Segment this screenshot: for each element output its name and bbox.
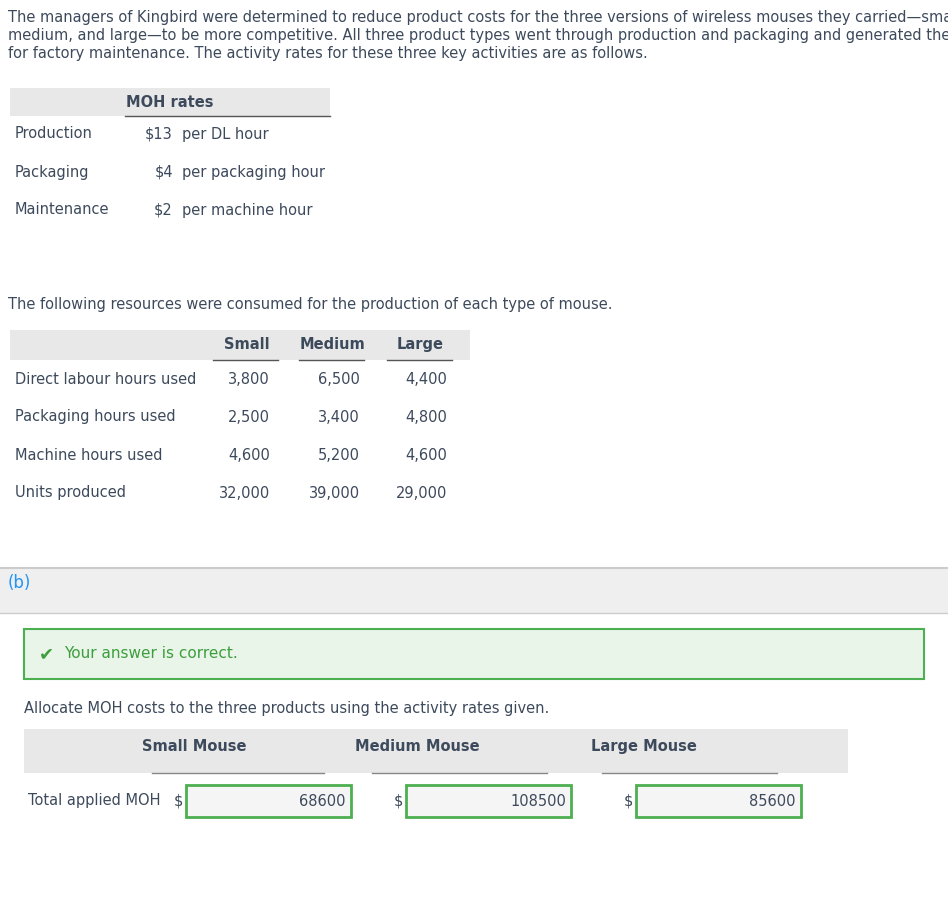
Text: Your answer is correct.: Your answer is correct. — [64, 647, 238, 661]
Text: $2: $2 — [155, 203, 173, 217]
Text: per DL hour: per DL hour — [182, 126, 268, 142]
Bar — [10, 330, 470, 360]
Bar — [24, 629, 924, 679]
Bar — [24, 729, 848, 773]
Text: 4,400: 4,400 — [405, 372, 447, 386]
Bar — [0, 569, 948, 613]
Text: per packaging hour: per packaging hour — [182, 164, 325, 179]
Text: per machine hour: per machine hour — [182, 203, 313, 217]
Text: The following resources were consumed for the production of each type of mouse.: The following resources were consumed fo… — [8, 297, 612, 312]
Text: (b): (b) — [8, 574, 31, 592]
Text: $: $ — [174, 794, 183, 808]
Text: 68600: 68600 — [300, 794, 346, 808]
Text: 2,500: 2,500 — [228, 410, 270, 425]
Text: 32,000: 32,000 — [219, 485, 270, 501]
Text: Production: Production — [15, 126, 93, 142]
Text: 4,800: 4,800 — [405, 410, 447, 425]
Text: Maintenance: Maintenance — [15, 203, 110, 217]
Text: 4,600: 4,600 — [228, 447, 270, 463]
Text: $4: $4 — [155, 164, 173, 179]
Text: ✔: ✔ — [39, 645, 54, 663]
Text: Medium Mouse: Medium Mouse — [355, 739, 480, 754]
Bar — [10, 88, 330, 116]
Text: 6,500: 6,500 — [319, 372, 360, 386]
Text: $: $ — [394, 794, 404, 808]
Text: Allocate MOH costs to the three products using the activity rates given.: Allocate MOH costs to the three products… — [24, 701, 549, 716]
Text: medium, and large—to be more competitive. All three product types went through p: medium, and large—to be more competitive… — [8, 28, 948, 43]
Text: Large Mouse: Large Mouse — [591, 739, 697, 754]
Text: Machine hours used: Machine hours used — [15, 447, 162, 463]
Text: $13: $13 — [145, 126, 173, 142]
Text: Large: Large — [396, 337, 444, 352]
Text: Small Mouse: Small Mouse — [142, 739, 246, 754]
Text: Total applied MOH: Total applied MOH — [28, 794, 160, 808]
Text: for factory maintenance. The activity rates for these three key activities are a: for factory maintenance. The activity ra… — [8, 46, 647, 61]
Text: 3,400: 3,400 — [319, 410, 360, 425]
Text: 108500: 108500 — [510, 794, 566, 808]
Text: The managers of Kingbird were determined to reduce product costs for the three v: The managers of Kingbird were determined… — [8, 10, 948, 25]
Text: $: $ — [624, 794, 633, 808]
Text: Small: Small — [224, 337, 270, 352]
Text: Medium: Medium — [301, 337, 366, 352]
Text: Packaging: Packaging — [15, 164, 89, 179]
Text: 5,200: 5,200 — [318, 447, 360, 463]
Bar — [406, 785, 571, 817]
Text: 4,600: 4,600 — [405, 447, 447, 463]
Text: Packaging hours used: Packaging hours used — [15, 410, 175, 425]
Text: 85600: 85600 — [750, 794, 796, 808]
Text: 3,800: 3,800 — [228, 372, 270, 386]
Bar — [186, 785, 351, 817]
Text: MOH rates: MOH rates — [126, 95, 213, 110]
Text: 29,000: 29,000 — [395, 485, 447, 501]
Text: Units produced: Units produced — [15, 485, 126, 501]
Bar — [636, 785, 801, 817]
Text: Direct labour hours used: Direct labour hours used — [15, 372, 196, 386]
Text: 39,000: 39,000 — [309, 485, 360, 501]
